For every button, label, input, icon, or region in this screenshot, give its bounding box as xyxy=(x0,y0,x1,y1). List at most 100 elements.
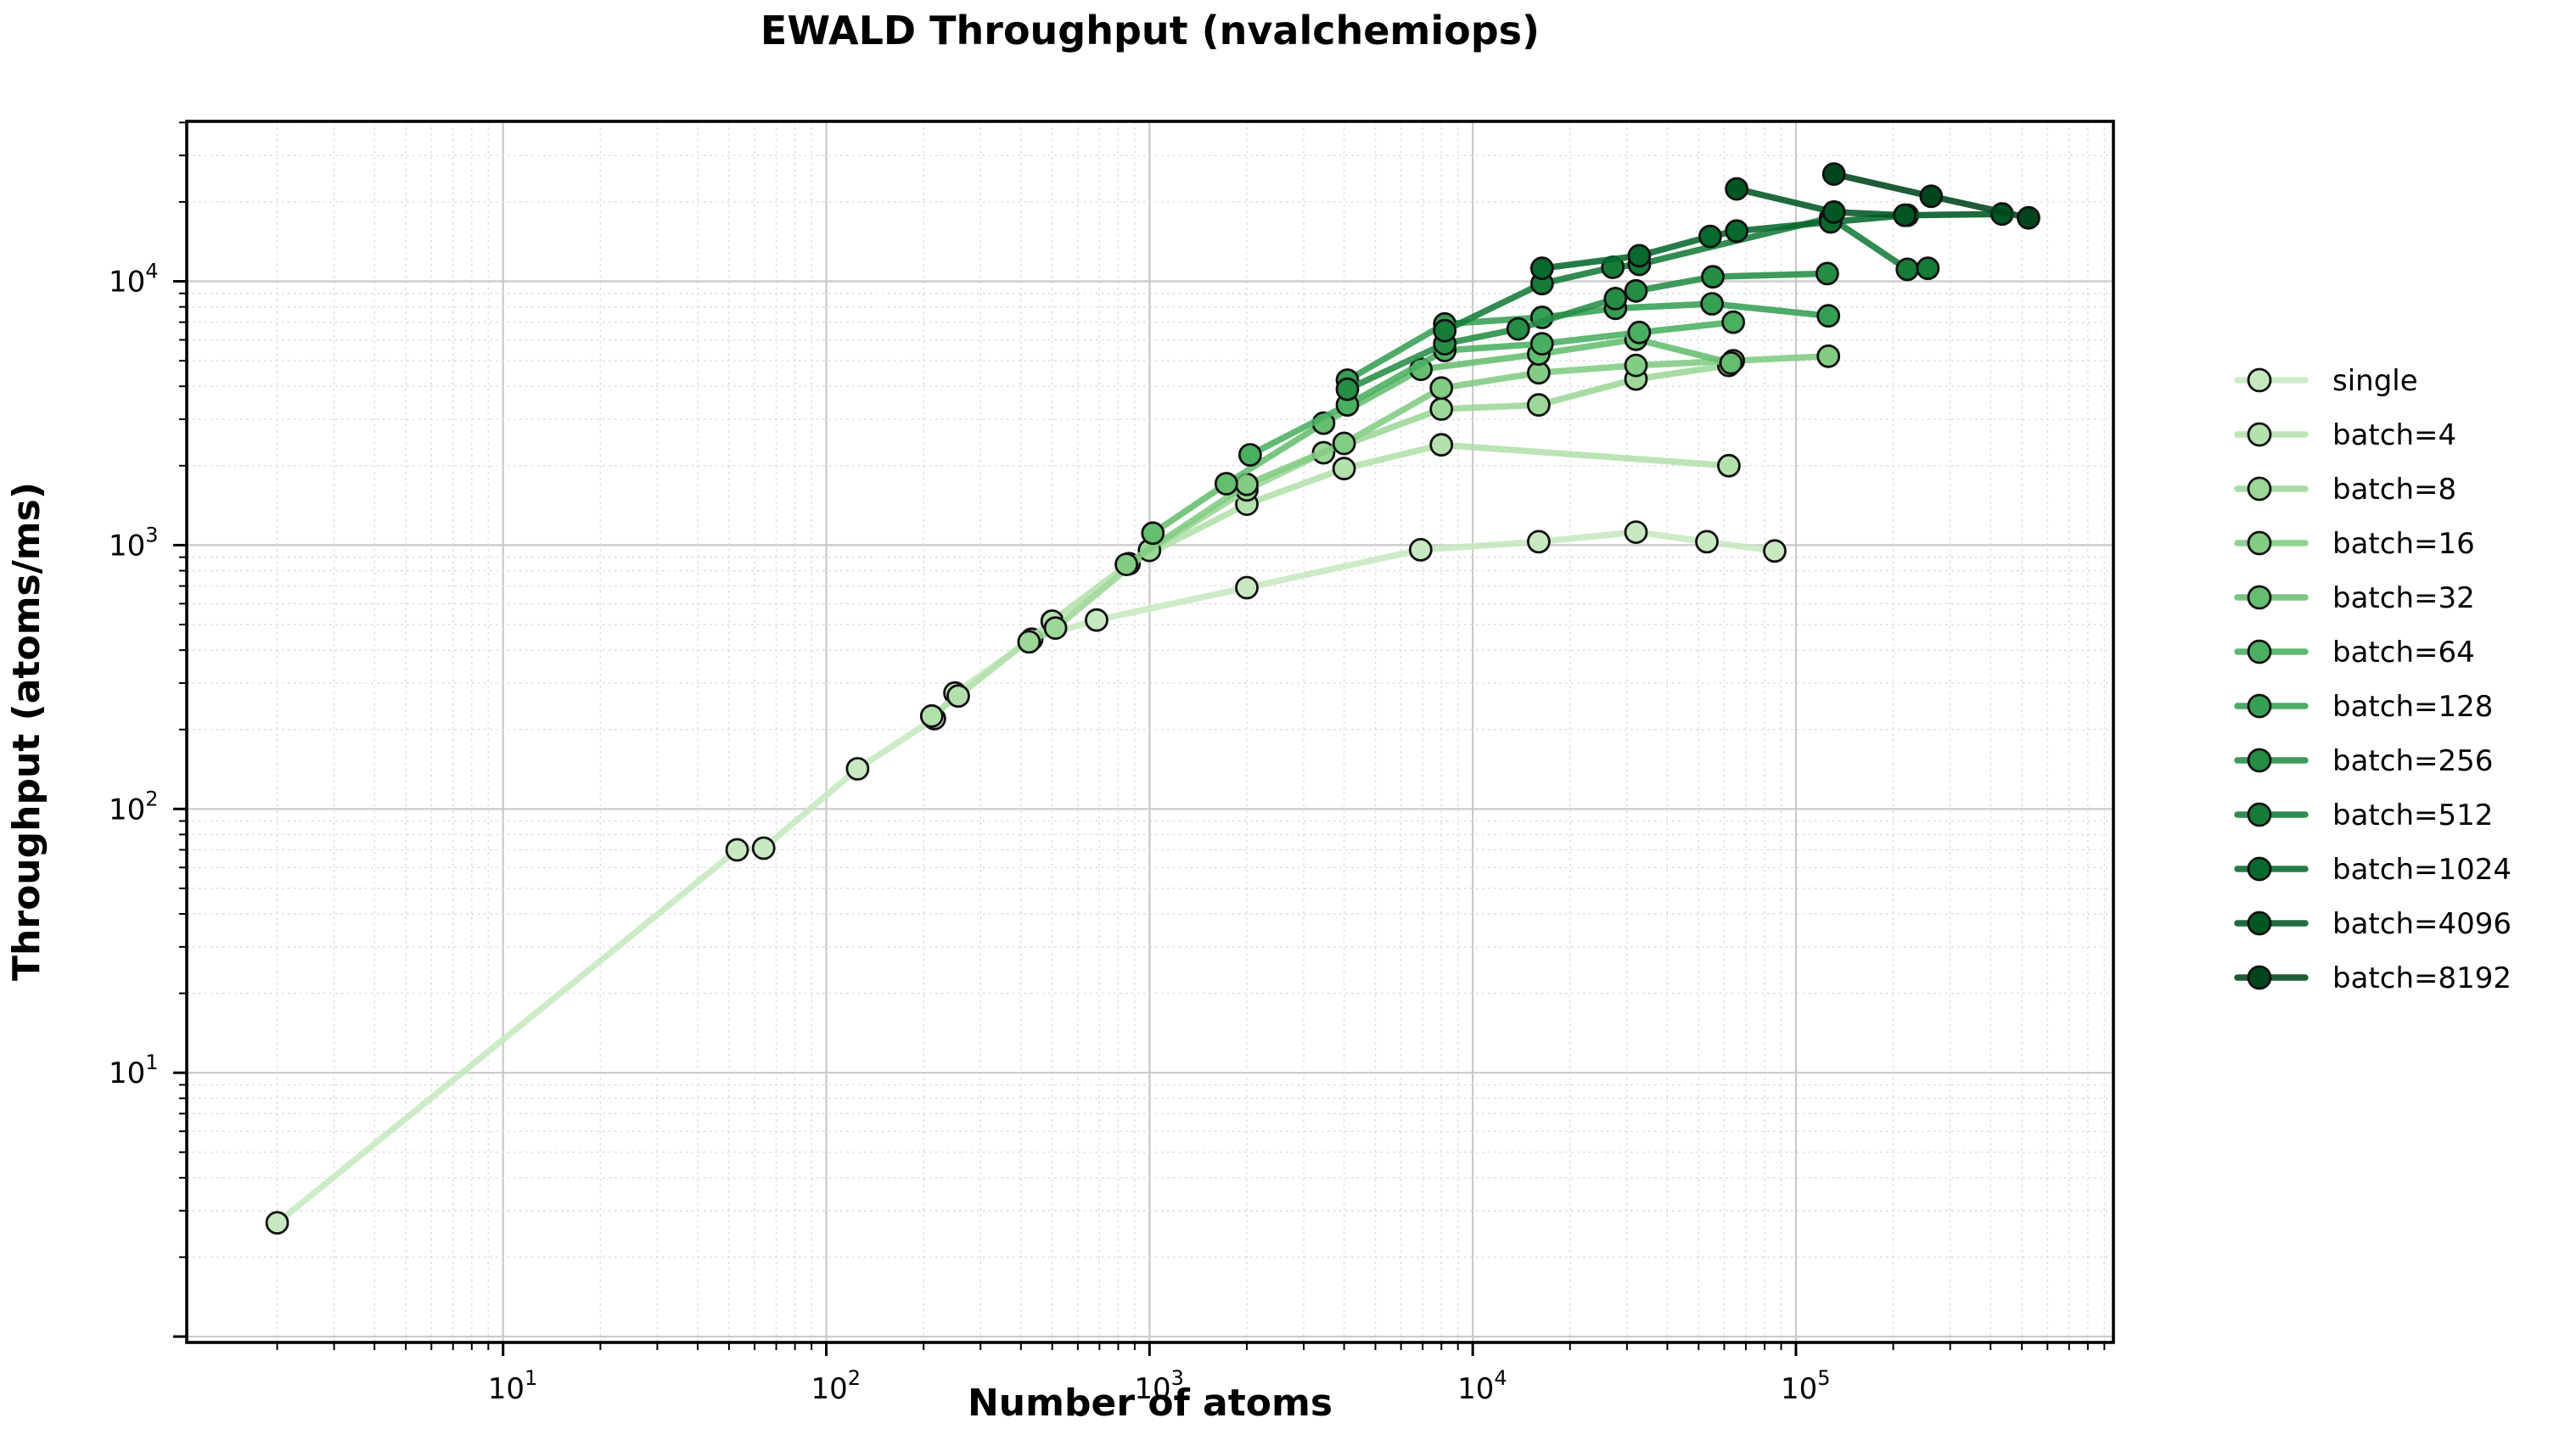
series-batch=256 xyxy=(1335,261,1839,401)
data-point-marker xyxy=(1725,177,1748,201)
legend-label: batch=16 xyxy=(2332,527,2475,561)
data-point-marker xyxy=(1335,377,1360,401)
legend-item-batch=64: batch=64 xyxy=(2234,636,2475,670)
legend-marker-icon xyxy=(2247,911,2272,936)
x-tick-label: 105 xyxy=(1781,1366,1831,1406)
legend-marker-icon xyxy=(2247,422,2272,447)
legend-label: batch=4 xyxy=(2332,418,2456,452)
legend-item-batch=128: batch=128 xyxy=(2234,690,2493,724)
data-point-marker xyxy=(1816,304,1841,328)
data-point-marker xyxy=(751,836,776,860)
x-tick-label: 101 xyxy=(488,1366,538,1406)
data-point-marker xyxy=(1725,219,1748,244)
legend-item-batch=4096: batch=4096 xyxy=(2234,907,2511,941)
data-point-marker xyxy=(1214,472,1238,496)
series-batch=4096 xyxy=(1725,177,2014,227)
data-point-marker xyxy=(1332,431,1356,456)
data-point-marker xyxy=(1719,350,1743,375)
data-point-marker xyxy=(1527,393,1551,417)
chart-title: EWALD Throughput (nvalchemiops) xyxy=(760,8,1540,53)
data-point-marker xyxy=(1627,320,1652,345)
data-point-marker xyxy=(1624,353,1648,378)
legend-item-batch=512: batch=512 xyxy=(2234,799,2493,832)
data-point-marker xyxy=(1529,256,1554,281)
data-point-marker xyxy=(1238,443,1262,467)
data-point-marker xyxy=(1114,552,1138,576)
legend-item-batch=8: batch=8 xyxy=(2234,473,2456,507)
axis-ticks: 101 102 103 104 105 101 102 103 104 xyxy=(109,121,2106,1406)
data-point-marker xyxy=(946,684,970,709)
x-tick-label: 102 xyxy=(811,1366,861,1406)
legend-label: batch=512 xyxy=(2332,799,2493,832)
series-line xyxy=(1539,211,1911,272)
data-point-marker xyxy=(919,703,944,728)
legend-label: batch=128 xyxy=(2332,690,2493,724)
legend-marker-icon xyxy=(2247,585,2272,610)
data-point-marker xyxy=(1919,184,1944,209)
legend-item-batch=16: batch=16 xyxy=(2234,527,2475,561)
grid-lines xyxy=(187,121,2113,1342)
data-point-marker xyxy=(1816,344,1841,368)
x-tick-label: 104 xyxy=(1457,1366,1507,1406)
legend: single batch=4 batch=8 batch=16 batch=32 batc… xyxy=(2234,364,2511,995)
legend-marker-icon xyxy=(2247,693,2272,719)
data-point-marker xyxy=(1763,539,1787,563)
series-line xyxy=(1733,185,2006,219)
legend-marker-icon xyxy=(2247,856,2272,882)
legend-item-batch=32: batch=32 xyxy=(2234,581,2475,615)
legend-marker-icon xyxy=(2247,530,2272,556)
y-axis-label: Throughput (atoms/ms) xyxy=(5,482,48,981)
data-point-marker xyxy=(1701,265,1725,289)
data-point-marker xyxy=(1527,530,1551,554)
legend-marker-icon xyxy=(2247,367,2272,393)
y-tick-label: 103 xyxy=(109,523,159,563)
data-point-marker xyxy=(845,757,870,781)
legend-marker-icon xyxy=(2247,748,2272,773)
data-point-marker xyxy=(1603,286,1628,311)
y-tick-label: 102 xyxy=(109,787,159,827)
data-point-marker xyxy=(1815,261,1839,286)
legend-label: batch=64 xyxy=(2332,636,2475,670)
legend-item-batch=8192: batch=8192 xyxy=(2234,961,2511,995)
data-point-marker xyxy=(1627,244,1652,268)
data-series xyxy=(265,162,2040,1235)
legend-item-batch=4: batch=4 xyxy=(2234,418,2456,452)
legend-label: single xyxy=(2332,364,2418,398)
data-point-marker xyxy=(1893,203,1917,227)
data-point-marker xyxy=(1717,453,1741,478)
legend-item-batch=256: batch=256 xyxy=(2234,744,2493,778)
data-point-marker xyxy=(1895,257,1920,282)
legend-label: batch=256 xyxy=(2332,744,2493,778)
legend-item-batch=1024: batch=1024 xyxy=(2234,853,2511,887)
data-point-marker xyxy=(1433,318,1457,343)
legend-label: batch=1024 xyxy=(2332,853,2511,887)
data-point-marker xyxy=(1043,616,1068,640)
data-point-marker xyxy=(1506,317,1530,341)
y-tick-label: 104 xyxy=(109,260,159,300)
legend-marker-icon xyxy=(2247,802,2272,827)
data-point-marker xyxy=(1695,530,1719,554)
data-point-marker xyxy=(1916,256,1940,281)
series-line xyxy=(929,441,1732,720)
data-point-marker xyxy=(1429,433,1454,457)
data-point-marker xyxy=(725,838,749,862)
legend-label: batch=8192 xyxy=(2332,961,2511,995)
data-point-marker xyxy=(1624,520,1648,544)
data-point-marker xyxy=(1821,162,1846,187)
series-batch=8192 xyxy=(1821,162,2040,230)
data-point-marker xyxy=(265,1211,289,1235)
data-point-marker xyxy=(1017,630,1041,654)
data-point-marker xyxy=(2017,205,2040,230)
data-point-marker xyxy=(1141,521,1165,546)
data-point-marker xyxy=(1821,199,1846,224)
data-point-marker xyxy=(1235,575,1259,600)
legend-marker-icon xyxy=(2247,639,2272,664)
data-point-marker xyxy=(1429,397,1454,421)
data-point-marker xyxy=(1408,538,1433,562)
data-point-marker xyxy=(1721,310,1745,334)
legend-marker-icon xyxy=(2247,965,2272,990)
data-point-marker xyxy=(1085,608,1108,632)
